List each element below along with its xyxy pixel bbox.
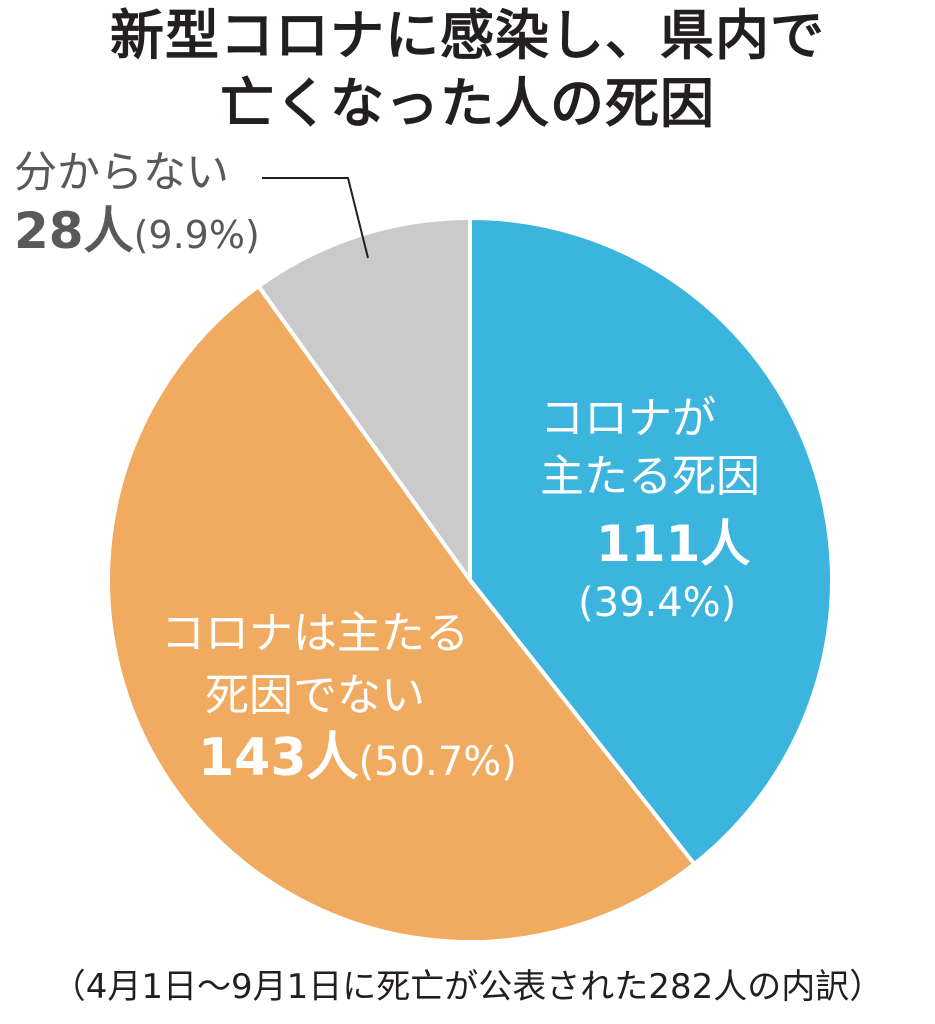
pie-slice-unknown xyxy=(256,216,472,582)
slice-percent-corona-main: (39.4%) xyxy=(578,580,737,626)
slice-count-corona-main: 111人 xyxy=(596,515,751,573)
slice-percent-corona-not-main: (50.7%) xyxy=(358,739,517,785)
chart-title-line-1: 新型コロナに感染し、県内で xyxy=(110,4,825,67)
slice-label-corona-main-line-2: 主たる死因 xyxy=(540,451,760,502)
slice-count-unknown: 28人 xyxy=(14,202,134,260)
pie-slice-corona-not-main xyxy=(106,284,697,944)
slice-value-corona-not-main: 143人(50.7%) xyxy=(198,727,517,801)
slice-label-corona-main-line-1: コロナが xyxy=(540,393,716,444)
slice-label-corona-not-main-line-2: 死因でない xyxy=(205,670,425,721)
slice-label-corona-not-main-line-1: コロナは主たる xyxy=(161,608,469,659)
slice-percent-unknown: (9.9%) xyxy=(133,213,260,257)
unknown-leader-line xyxy=(262,177,369,259)
pie-slice-corona-main xyxy=(468,216,834,867)
slice-count-corona-not-main: 143人 xyxy=(198,728,359,788)
slice-value-unknown: 28人(9.9%) xyxy=(14,203,260,271)
pie-slices xyxy=(106,216,834,944)
chart-title-line-2: 亡くなった人の死因 xyxy=(220,72,715,135)
chart-footnote: （4月1日〜9月1日に死亡が公表された282人の内訳） xyxy=(51,967,884,1007)
slice-label-corona-not-main: コロナは主たる 死因でない xyxy=(150,603,480,727)
slice-label-unknown: 分からない xyxy=(14,148,229,198)
slice-label-corona-main: コロナが 主たる死因 xyxy=(540,390,760,506)
